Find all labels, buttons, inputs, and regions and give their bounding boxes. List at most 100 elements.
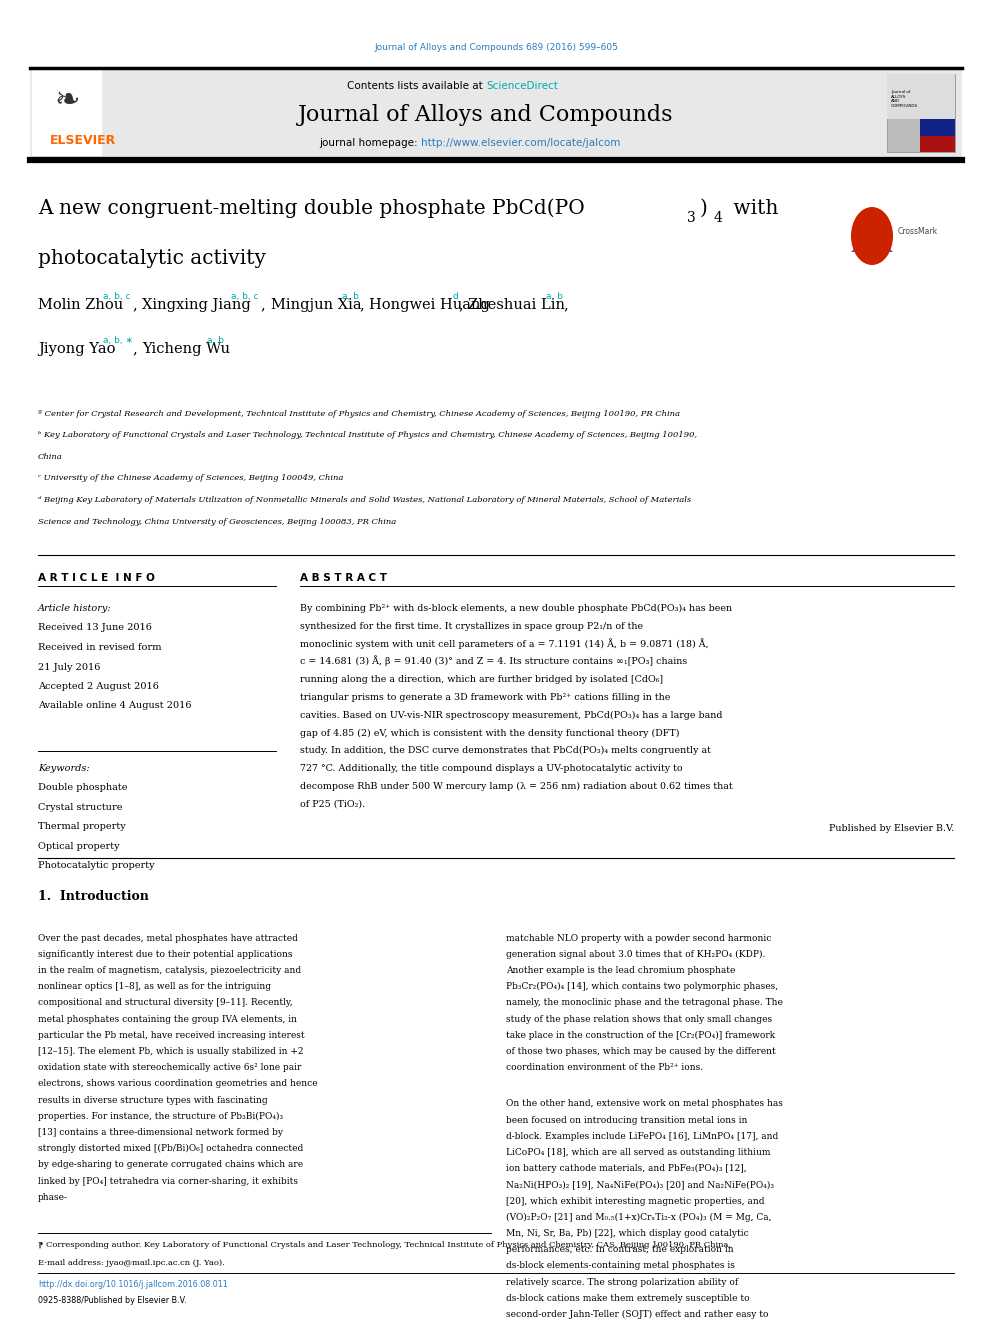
Text: ᵈ Beijing Key Laboratory of Materials Utilization of Nonmetallic Minerals and So: ᵈ Beijing Key Laboratory of Materials Ut…: [38, 496, 691, 504]
Text: Received in revised form: Received in revised form: [38, 643, 162, 652]
Text: Hongwei Huang: Hongwei Huang: [369, 298, 490, 312]
Bar: [30, 67, 962, 157]
Text: 0925-8388/Published by Elsevier B.V.: 0925-8388/Published by Elsevier B.V.: [38, 1297, 186, 1304]
Text: Zheshuai Lin: Zheshuai Lin: [468, 298, 565, 312]
Text: 3: 3: [687, 210, 695, 225]
Text: ᵇ Key Laboratory of Functional Crystals and Laser Technology, Technical Institut: ᵇ Key Laboratory of Functional Crystals …: [38, 431, 697, 439]
Text: ,: ,: [458, 298, 463, 312]
Text: running along the a direction, which are further bridged by isolated [CdO₆]: running along the a direction, which are…: [300, 675, 663, 684]
Text: ): ): [700, 198, 708, 218]
Polygon shape: [851, 232, 893, 251]
Text: a, b, ∗: a, b, ∗: [103, 336, 133, 345]
Text: generation signal about 3.0 times that of KH₂PO₄ (KDP).: generation signal about 3.0 times that o…: [506, 950, 766, 959]
Text: 727 °C. Additionally, the title compound displays a UV-photocatalytic activity t: 727 °C. Additionally, the title compound…: [300, 765, 682, 773]
Text: Na₂Ni(HPO₃)₂ [19], Na₄NiFe(PO₄)₃ [20] and Na₂NiFe(PO₄)₃: Na₂Ni(HPO₃)₂ [19], Na₄NiFe(PO₄)₃ [20] an…: [506, 1180, 774, 1189]
Text: Keywords:: Keywords:: [38, 763, 89, 773]
Text: Molin Zhou: Molin Zhou: [38, 298, 123, 312]
Text: namely, the monoclinic phase and the tetragonal phase. The: namely, the monoclinic phase and the tet…: [506, 999, 783, 1007]
Text: of those two phases, which may be caused by the different: of those two phases, which may be caused…: [506, 1046, 776, 1056]
Text: d: d: [452, 292, 458, 302]
Text: ds-block elements-containing metal phosphates is: ds-block elements-containing metal phosp…: [506, 1261, 735, 1270]
Text: in the realm of magnetism, catalysis, piezoelectricity and: in the realm of magnetism, catalysis, pi…: [38, 966, 302, 975]
Text: linked by [PO₄] tetrahedra via corner-sharing, it exhibits: linked by [PO₄] tetrahedra via corner-sh…: [38, 1176, 298, 1185]
Text: Journal of Alloys and Compounds 689 (2016) 599–605: Journal of Alloys and Compounds 689 (201…: [374, 44, 618, 53]
Text: Received 13 June 2016: Received 13 June 2016: [38, 623, 152, 632]
Text: http://dx.doi.org/10.1016/j.jallcom.2016.08.011: http://dx.doi.org/10.1016/j.jallcom.2016…: [38, 1279, 228, 1289]
Text: A new congruent-melting double phosphate PbCd(PO: A new congruent-melting double phosphate…: [38, 198, 584, 218]
Text: ,: ,: [563, 298, 567, 312]
Text: http://www.elsevier.com/locate/jalcom: http://www.elsevier.com/locate/jalcom: [421, 138, 620, 148]
Text: photocatalytic activity: photocatalytic activity: [38, 249, 266, 269]
Text: Mn, Ni, Sr, Ba, Pb) [22], which display good catalytic: Mn, Ni, Sr, Ba, Pb) [22], which display …: [506, 1229, 749, 1238]
Text: CrossMark: CrossMark: [898, 228, 938, 237]
Text: properties. For instance, the structure of Pb₃Bi(PO₄)₃: properties. For instance, the structure …: [38, 1111, 283, 1121]
Text: Journal of Alloys and Compounds: Journal of Alloys and Compounds: [299, 105, 674, 126]
Text: Over the past decades, metal phosphates have attracted: Over the past decades, metal phosphates …: [38, 934, 298, 942]
Bar: [32, 70, 102, 156]
Text: a, b, c: a, b, c: [231, 292, 259, 302]
Text: results in diverse structure types with fascinating: results in diverse structure types with …: [38, 1095, 268, 1105]
Text: performances, etc. In contrast, the exploration in: performances, etc. In contrast, the expl…: [506, 1245, 734, 1254]
Text: E-mail address: jyao@mail.ipc.ac.cn (J. Yao).: E-mail address: jyao@mail.ipc.ac.cn (J. …: [38, 1259, 225, 1267]
Text: ⁋ Corresponding author. Key Laboratory of Functional Crystals and Laser Technolo: ⁋ Corresponding author. Key Laboratory o…: [38, 1241, 731, 1249]
Text: ScienceDirect: ScienceDirect: [486, 81, 558, 91]
Text: decompose RhB under 500 W mercury lamp (λ = 256 nm) radiation about 0.62 times t: decompose RhB under 500 W mercury lamp (…: [300, 782, 733, 791]
Text: ,: ,: [132, 343, 137, 356]
Text: ,: ,: [132, 298, 137, 312]
Text: of P25 (TiO₂).: of P25 (TiO₂).: [300, 800, 365, 808]
Text: On the other hand, extensive work on metal phosphates has: On the other hand, extensive work on met…: [506, 1099, 783, 1109]
Text: Double phosphate: Double phosphate: [38, 783, 128, 792]
Text: ELSEVIER: ELSEVIER: [50, 134, 116, 147]
Text: 21 July 2016: 21 July 2016: [38, 663, 100, 672]
Text: Jiyong Yao: Jiyong Yao: [38, 343, 115, 356]
Text: Science and Technology, China University of Geosciences, Beijing 100083, PR Chin: Science and Technology, China University…: [38, 517, 396, 525]
Text: particular the Pb metal, have received increasing interest: particular the Pb metal, have received i…: [38, 1031, 305, 1040]
Text: Accepted 2 August 2016: Accepted 2 August 2016: [38, 681, 159, 691]
Text: ion battery cathode materials, and PbFe₃(PO₄)₃ [12],: ion battery cathode materials, and PbFe₃…: [506, 1164, 747, 1174]
Text: take place in the construction of the [Cr₂(PO₄)] framework: take place in the construction of the [C…: [506, 1031, 775, 1040]
Text: synthesized for the first time. It crystallizes in space group P2₁/n of the: synthesized for the first time. It cryst…: [300, 622, 643, 631]
Text: a, b: a, b: [207, 336, 224, 345]
Text: study of the phase relation shows that only small changes: study of the phase relation shows that o…: [506, 1015, 772, 1024]
Text: ª Center for Crystal Research and Development, Technical Institute of Physics an: ª Center for Crystal Research and Develo…: [38, 410, 680, 418]
Text: [12–15]. The element Pb, which is usually stabilized in +2: [12–15]. The element Pb, which is usuall…: [38, 1046, 304, 1056]
Text: ,: ,: [359, 298, 364, 312]
Text: ds-block cations make them extremely susceptible to: ds-block cations make them extremely sus…: [506, 1294, 750, 1303]
Text: electrons, shows various coordination geometries and hence: electrons, shows various coordination ge…: [38, 1080, 317, 1089]
Text: study. In addition, the DSC curve demonstrates that PbCd(PO₃)₄ melts congruently: study. In addition, the DSC curve demons…: [300, 746, 711, 755]
Bar: [887, 74, 955, 119]
Text: Crystal structure: Crystal structure: [38, 803, 122, 812]
Text: matchable NLO property with a powder second harmonic: matchable NLO property with a powder sec…: [506, 934, 772, 942]
Ellipse shape: [851, 206, 893, 265]
Text: Article history:: Article history:: [38, 605, 112, 613]
Text: 4: 4: [714, 210, 723, 225]
Text: phase-: phase-: [38, 1193, 68, 1201]
Text: Mingjun Xia: Mingjun Xia: [271, 298, 361, 312]
Text: been focused on introducing transition metal ions in: been focused on introducing transition m…: [506, 1115, 747, 1125]
Text: a, b: a, b: [546, 292, 562, 302]
Text: ᶜ University of the Chinese Academy of Sciences, Beijing 100049, China: ᶜ University of the Chinese Academy of S…: [38, 475, 343, 483]
Text: Photocatalytic property: Photocatalytic property: [38, 861, 155, 871]
Text: Optical property: Optical property: [38, 841, 120, 851]
Text: nonlinear optics [1–8], as well as for the intriguing: nonlinear optics [1–8], as well as for t…: [38, 982, 271, 991]
Text: a, b: a, b: [342, 292, 359, 302]
Text: relatively scarce. The strong polarization ability of: relatively scarce. The strong polarizati…: [506, 1278, 738, 1286]
Text: second-order Jahn-Teller (SOJT) effect and rather easy to: second-order Jahn-Teller (SOJT) effect a…: [506, 1310, 769, 1319]
Text: gap of 4.85 (2) eV, which is consistent with the density functional theory (DFT): gap of 4.85 (2) eV, which is consistent …: [300, 729, 680, 738]
Text: metal phosphates containing the group IVA elements, in: metal phosphates containing the group IV…: [38, 1015, 297, 1024]
Text: triangular prisms to generate a 3D framework with Pb²⁺ cations filling in the: triangular prisms to generate a 3D frame…: [300, 693, 671, 703]
Text: Thermal property: Thermal property: [38, 823, 126, 831]
Text: Contents lists available at: Contents lists available at: [347, 81, 486, 91]
Text: oxidation state with stereochemically active 6s² lone pair: oxidation state with stereochemically ac…: [38, 1064, 302, 1072]
Text: Xingxing Jiang: Xingxing Jiang: [142, 298, 251, 312]
Text: (VO)₂P₂O₇ [21] and M₀.₅(1+x)CrₓTi₂-x (PO₄)₃ (M = Mg, Ca,: (VO)₂P₂O₇ [21] and M₀.₅(1+x)CrₓTi₂-x (PO…: [506, 1213, 772, 1222]
Text: by edge-sharing to generate corrugated chains which are: by edge-sharing to generate corrugated c…: [38, 1160, 304, 1170]
Text: ,: ,: [261, 298, 266, 312]
Text: A R T I C L E  I N F O: A R T I C L E I N F O: [38, 573, 155, 583]
Text: journal homepage:: journal homepage:: [319, 138, 421, 148]
Text: a, b, c: a, b, c: [103, 292, 130, 302]
Text: significantly interest due to their potential applications: significantly interest due to their pote…: [38, 950, 293, 959]
Text: China: China: [38, 452, 62, 460]
Text: LiCoPO₄ [18], which are all served as outstanding lithium: LiCoPO₄ [18], which are all served as ou…: [506, 1148, 771, 1158]
Text: ❧: ❧: [55, 86, 79, 115]
